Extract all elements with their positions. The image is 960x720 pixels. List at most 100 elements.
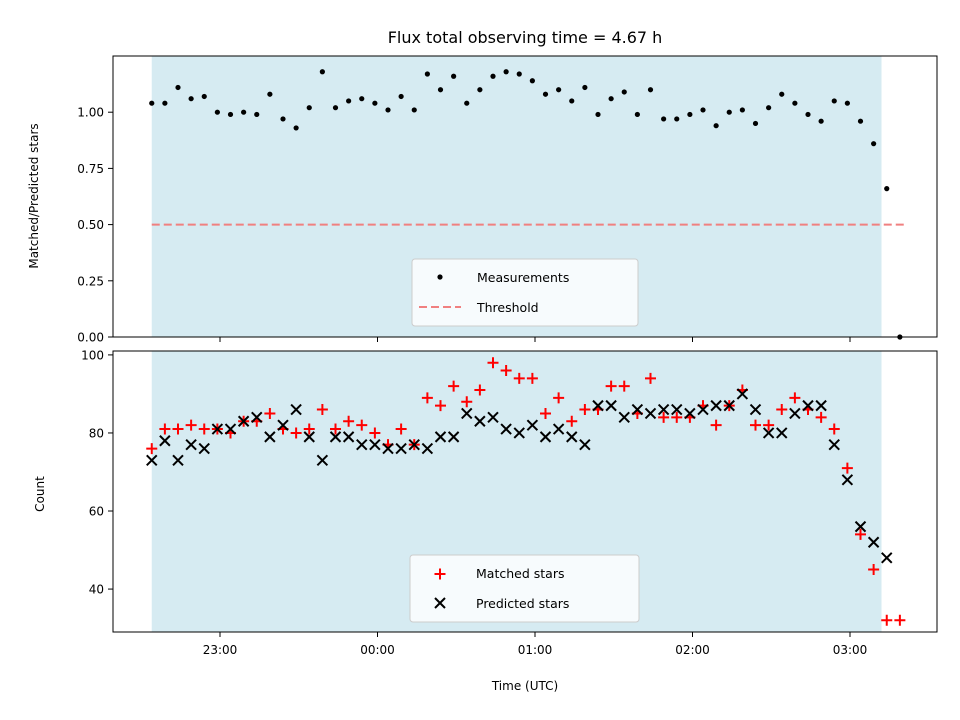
bottom-points-group: [146, 357, 906, 626]
predicted-star-point: [369, 438, 381, 451]
top-axes-frame: [112, 55, 938, 338]
predicted-star-point: [592, 399, 604, 412]
predicted-star-point: [762, 427, 775, 439]
bottom-legend-box: [409, 554, 640, 623]
predicted-star-point: [500, 423, 512, 435]
predicted-star-point: [789, 407, 801, 420]
measurement-point: [359, 96, 365, 102]
top-y-ticks: 0.00 0.25 0.50 0.75 1.00: [77, 106, 113, 345]
predicted-star-point: [198, 442, 210, 455]
measurement-point: [871, 141, 877, 147]
matched-star-point: [474, 384, 486, 396]
measurement-point: [188, 96, 194, 102]
legend-predicted-label: Predicted stars: [476, 596, 569, 611]
predicted-star-point: [749, 403, 762, 416]
measurement-point: [779, 91, 785, 97]
matched-star-point: [750, 419, 761, 431]
predicted-star-point: [382, 442, 394, 455]
measurement-point: [398, 93, 404, 100]
predicted-star-point: [329, 431, 342, 443]
matched-star-point: [855, 528, 866, 540]
measurement-point: [503, 69, 509, 75]
measurement-point: [175, 84, 181, 91]
measurement-point: [713, 123, 719, 129]
matched-star-point: [421, 392, 433, 404]
predicted-star-point: [552, 423, 565, 435]
measurement-point: [831, 98, 837, 104]
predicted-star-point: [710, 399, 722, 412]
predicted-star-point: [395, 442, 407, 455]
legend-predicted-marker: [434, 597, 446, 609]
predicted-star-point: [526, 419, 539, 431]
measurement-point: [726, 109, 732, 115]
matched-star-point: [540, 407, 551, 419]
predicted-star-point: [172, 454, 184, 466]
measurement-point: [372, 100, 378, 106]
legend-threshold-label: Threshold: [476, 300, 539, 315]
top-x-ticks: [219, 337, 851, 342]
matched-star-point: [487, 357, 499, 369]
predicted-star-point: [264, 431, 276, 443]
measurement-point: [857, 118, 864, 124]
measurement-point: [529, 78, 535, 84]
matched-star-point: [763, 419, 775, 431]
top-legend-box: [411, 258, 639, 327]
predicted-star-point: [408, 438, 420, 451]
measurement-point: [411, 107, 417, 113]
matched-star-point: [264, 407, 276, 419]
matched-star-point: [159, 423, 171, 435]
matched-star-point: [526, 372, 538, 384]
measurement-point: [241, 109, 247, 115]
matched-star-point: [290, 427, 302, 439]
measurement-point: [661, 116, 667, 122]
measurement-point: [569, 98, 575, 104]
measurement-point: [451, 73, 457, 79]
predicted-star-point: [316, 454, 329, 466]
matched-star-point: [566, 415, 578, 427]
legend-matched-marker: [434, 568, 446, 580]
matched-star-point: [658, 411, 670, 423]
bottom-y-axis-label: Count: [33, 476, 47, 512]
measurement-point: [542, 91, 549, 97]
y-tick-label: 1.00: [77, 106, 104, 120]
matched-star-point: [776, 404, 788, 416]
measurement-point: [844, 100, 850, 106]
predicted-star-point: [828, 438, 840, 451]
measurement-point: [634, 111, 640, 118]
predicted-star-point: [723, 399, 735, 412]
predicted-star-point: [579, 438, 591, 451]
matched-star-point: [645, 372, 656, 384]
y-tick-label: 0.00: [77, 331, 104, 345]
predicted-star-point: [697, 403, 709, 416]
y-tick-label: 40: [89, 583, 104, 597]
x-tick-label: 23:00: [203, 643, 238, 657]
predicted-star-point: [211, 423, 224, 435]
measurement-point: [490, 73, 496, 79]
predicted-star-point: [854, 520, 867, 533]
predicted-star-point: [618, 411, 630, 424]
predicted-star-point: [684, 407, 696, 420]
measurement-point: [687, 111, 693, 118]
matched-star-point: [513, 372, 525, 384]
matched-star-point: [316, 404, 328, 416]
bottom-axes-frame: [112, 350, 938, 633]
matched-star-point: [330, 423, 341, 435]
top-y-axis-label: Matched/Predicted stars: [27, 123, 41, 268]
measurement-point: [201, 93, 207, 100]
measurement-point: [319, 69, 325, 75]
matched-star-point: [356, 419, 368, 431]
matched-star-point: [185, 419, 197, 431]
measurement-point: [556, 87, 562, 93]
measurement-point: [437, 87, 444, 93]
measurement-point: [227, 111, 234, 118]
bottom-x-axis-label: Time (UTC): [491, 679, 558, 693]
predicted-star-point: [881, 552, 893, 564]
measurement-point: [477, 87, 483, 93]
y-tick-label: 0.50: [77, 218, 104, 232]
predicted-star-point: [631, 403, 644, 416]
matched-star-point: [448, 380, 460, 392]
y-tick-label: 0.75: [77, 162, 104, 176]
measurement-point: [214, 109, 220, 115]
predicted-star-point: [474, 415, 486, 427]
